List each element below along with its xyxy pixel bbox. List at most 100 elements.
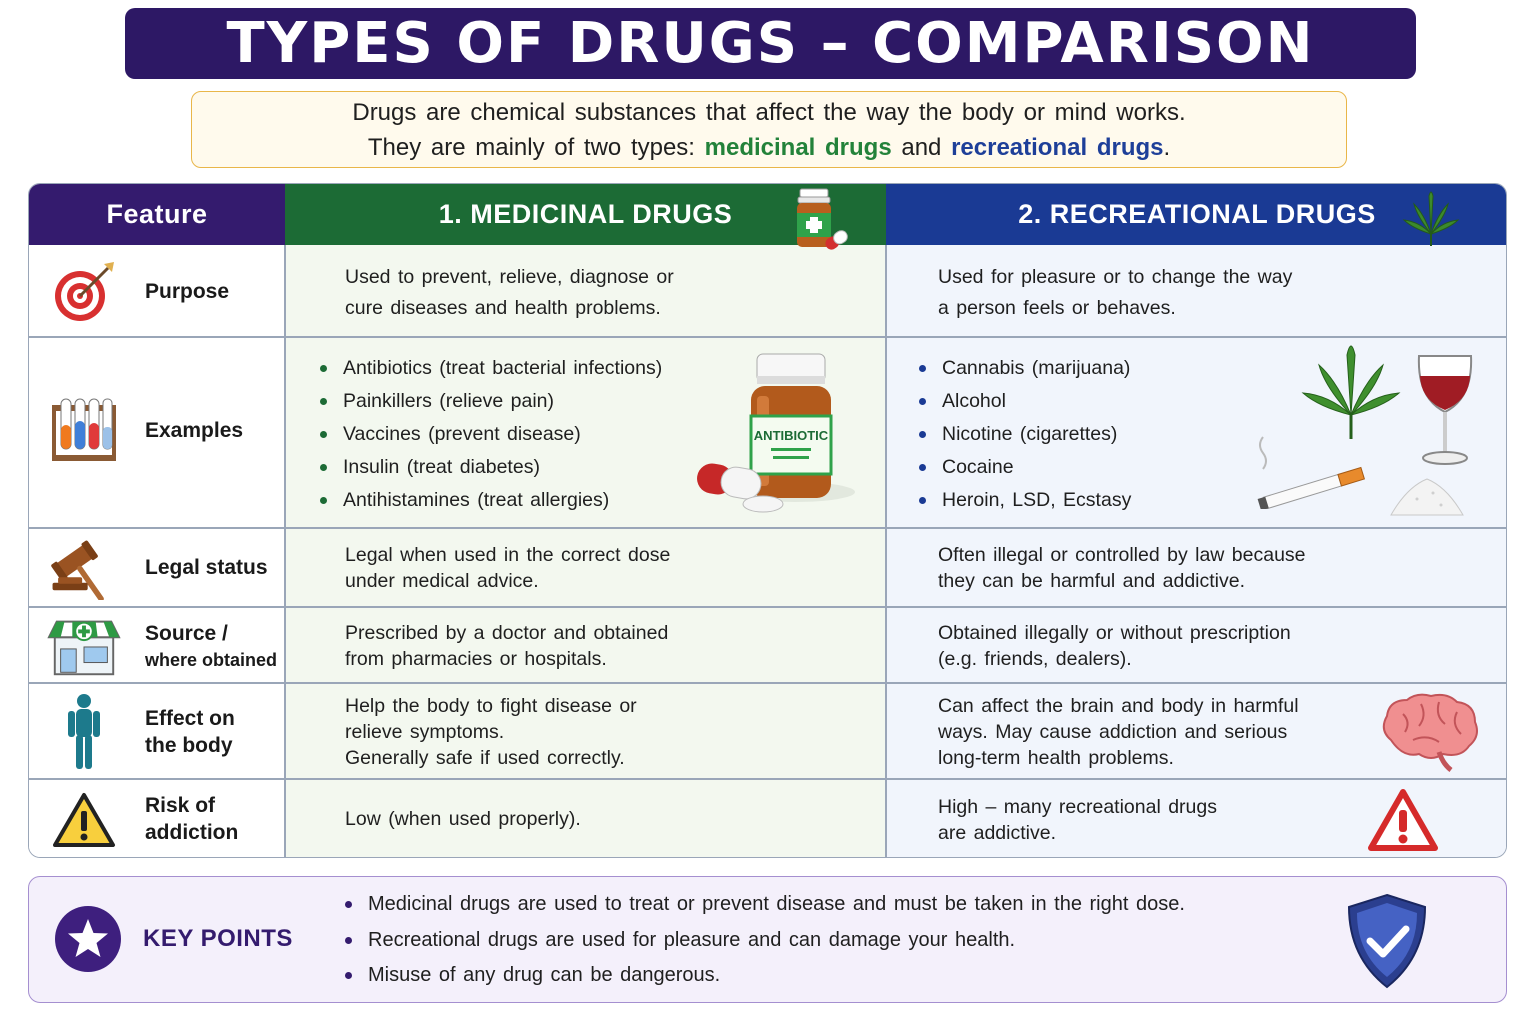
purpose-recreational-line: Used for pleasure or to change the way xyxy=(938,266,1293,288)
danger-warning-icon xyxy=(1368,789,1438,851)
effect-medicinal-line: relieve symptoms. xyxy=(345,721,505,743)
risk-label-line: addiction xyxy=(145,821,239,844)
row-label-effect: Effect on the body xyxy=(145,705,235,759)
list-item: Antihistamines (treat allergies) xyxy=(316,484,662,517)
header-medicinal-label: 1. MEDICINAL DRUGS xyxy=(438,199,733,229)
examples-medicinal-list: Antibiotics (treat bacterial infections)… xyxy=(316,352,662,517)
effect-label-line: the body xyxy=(145,734,233,757)
list-item: Cocaine xyxy=(915,451,1131,484)
powder-pile-icon xyxy=(1390,478,1464,516)
gavel-icon xyxy=(47,536,121,600)
antibiotic-label: ANTIBIOTIC xyxy=(754,428,829,443)
list-item: Nicotine (cigarettes) xyxy=(915,418,1131,451)
divider xyxy=(29,336,1506,338)
list-item: Painkillers (relieve pain) xyxy=(316,385,662,418)
header-feature-label: Feature xyxy=(106,199,208,229)
purpose-recreational: Used for pleasure or to change the way a… xyxy=(938,262,1378,324)
source-label-line: Source / xyxy=(145,622,228,645)
source-recreational: Obtained illegally or without prescripti… xyxy=(938,620,1378,672)
divider xyxy=(885,245,887,857)
row-label-examples: Examples xyxy=(145,419,244,442)
effect-medicinal-line: Help the body to fight disease or xyxy=(345,695,637,717)
risk-recreational: High – many recreational drugs are addic… xyxy=(938,794,1378,846)
purpose-recreational-line: a person feels or behaves. xyxy=(938,297,1176,319)
list-item: Alcohol xyxy=(915,385,1131,418)
feature-column-bg xyxy=(29,245,285,857)
legal-medicinal: Legal when used in the correct dose unde… xyxy=(345,542,745,594)
intro-recreational: recreational drugs xyxy=(951,133,1164,161)
intro-and: and xyxy=(891,133,952,161)
source-medicinal: Prescribed by a doctor and obtained from… xyxy=(345,620,745,672)
purpose-medicinal-line: Used to prevent, relieve, diagnose or xyxy=(345,266,674,288)
row-label-legal: Legal status xyxy=(145,556,268,579)
cannabis-leaf-icon xyxy=(1301,345,1401,439)
intro-medicinal: medicinal drugs xyxy=(704,133,892,161)
antibiotic-bottle-icon: ANTIBIOTIC xyxy=(697,353,855,513)
target-icon xyxy=(47,258,121,326)
intro-end: . xyxy=(1163,133,1171,161)
intro-text: They are mainly of two types: xyxy=(367,133,705,161)
risk-recreational-line: High – many recreational drugs xyxy=(938,796,1217,818)
brain-icon xyxy=(1382,693,1478,772)
effect-label-line: Effect on xyxy=(145,707,235,730)
header-recreational-label: 2. RECREATIONAL DRUGS xyxy=(1018,199,1376,229)
list-item: Heroin, LSD, Ecstasy xyxy=(915,484,1131,517)
source-medicinal-line: Prescribed by a doctor and obtained xyxy=(345,622,669,644)
effect-recreational: Can affect the brain and body in harmful… xyxy=(938,693,1378,771)
effect-recreational-line: long-term health problems. xyxy=(938,747,1174,769)
legal-recreational-line: Often illegal or controlled by law becau… xyxy=(938,544,1306,566)
list-item: Cannabis (marijuana) xyxy=(915,352,1131,385)
header-recreational: 2. RECREATIONAL DRUGS xyxy=(886,184,1506,245)
medicinal-column-bg xyxy=(285,245,886,857)
list-item: Insulin (treat diabetes) xyxy=(316,451,662,484)
medicine-bottle-icon xyxy=(797,188,848,250)
intro-box: Drugs are chemical substances that affec… xyxy=(191,91,1347,168)
comparison-table: Feature 1. MEDICINAL DRUGS 2. RECREATION… xyxy=(28,183,1507,858)
legal-recreational: Often illegal or controlled by law becau… xyxy=(938,542,1378,594)
divider xyxy=(29,682,1506,684)
intro-line-1: Drugs are chemical substances that affec… xyxy=(352,98,1186,126)
page-title: TYPES OF DRUGS – COMPARISON xyxy=(226,11,1315,76)
key-points-title: KEY POINTS xyxy=(143,925,293,952)
cigarette-icon xyxy=(1257,436,1366,509)
purpose-medicinal-line: cure diseases and health problems. xyxy=(345,297,661,319)
legal-recreational-line: they can be harmful and addictive. xyxy=(938,570,1246,592)
divider xyxy=(29,778,1506,780)
source-recreational-line: Obtained illegally or without prescripti… xyxy=(938,622,1291,644)
effect-recreational-line: Can affect the brain and body in harmful xyxy=(938,695,1299,717)
purpose-medicinal: Used to prevent, relieve, diagnose or cu… xyxy=(345,262,745,324)
effect-medicinal-line: Generally safe if used correctly. xyxy=(345,747,625,769)
key-points-list: Medicinal drugs are used to treat or pre… xyxy=(341,887,1185,994)
intro-line-2: They are mainly of two types: medicinal … xyxy=(368,130,1170,165)
list-item: Vaccines (prevent disease) xyxy=(316,418,662,451)
wine-glass-icon xyxy=(1417,355,1473,465)
list-item: Medicinal drugs are used to treat or pre… xyxy=(341,887,1185,923)
list-item: Antibiotics (treat bacterial infections) xyxy=(316,352,662,385)
risk-label-line: Risk of xyxy=(145,794,216,817)
cannabis-leaf-icon xyxy=(1402,191,1460,246)
divider xyxy=(29,606,1506,608)
risk-medicinal: Low (when used properly). xyxy=(345,806,745,832)
list-item: Recreational drugs are used for pleasure… xyxy=(341,923,1185,959)
star-icon xyxy=(55,906,121,972)
examples-recreational-list: Cannabis (marijuana) Alcohol Nicotine (c… xyxy=(915,352,1131,517)
test-tubes-icon xyxy=(47,394,121,468)
row-label-purpose: Purpose xyxy=(145,280,230,303)
legal-medicinal-line: under medical advice. xyxy=(345,570,539,592)
recreational-column-bg xyxy=(886,245,1506,857)
key-points-box: KEY POINTS Medicinal drugs are used to t… xyxy=(28,876,1507,1003)
header-feature: Feature xyxy=(29,184,285,245)
risk-medicinal-line: Low (when used properly). xyxy=(345,808,581,830)
effect-medicinal: Help the body to fight disease or reliev… xyxy=(345,693,745,771)
row-label-risk: Risk of addiction xyxy=(145,792,238,846)
header-medicinal: 1. MEDICINAL DRUGS xyxy=(285,184,886,245)
legal-medicinal-line: Legal when used in the correct dose xyxy=(345,544,671,566)
source-recreational-line: (e.g. friends, dealers). xyxy=(938,648,1132,670)
title-banner: TYPES OF DRUGS – COMPARISON xyxy=(125,8,1416,79)
human-body-icon xyxy=(47,692,121,772)
shield-check-icon xyxy=(1347,893,1427,989)
divider xyxy=(29,527,1506,529)
source-medicinal-line: from pharmacies or hospitals. xyxy=(345,648,607,670)
risk-recreational-line: are addictive. xyxy=(938,822,1056,844)
pharmacy-icon xyxy=(47,614,121,678)
